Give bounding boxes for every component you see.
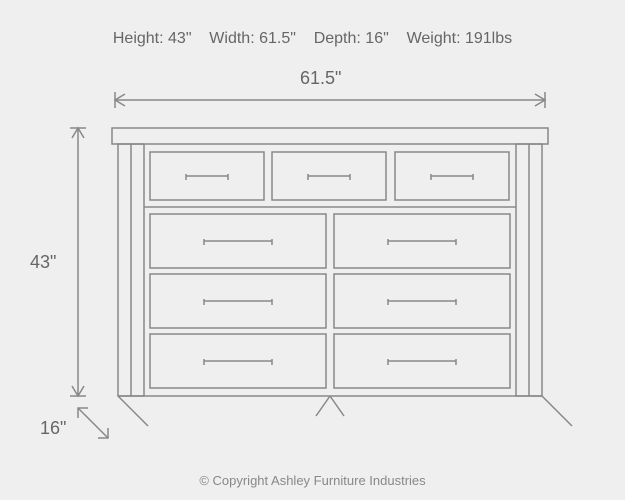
spec-line: Height: 43" Width: 61.5" Depth: 16" Weig… [0,30,625,48]
spec-width-label: Width: [209,30,254,47]
height-dimension-label: 43" [30,252,56,273]
spec-depth-label: Depth: [314,30,361,47]
spec-weight-label: Weight: [407,30,461,47]
spec-height-label: Height: [113,30,164,47]
spec-weight-value: 191lbs [465,30,512,47]
spec-width-value: 61.5" [259,30,296,47]
dimension-diagram: Height: 43" Width: 61.5" Depth: 16" Weig… [0,0,625,500]
spec-depth-value: 16" [365,30,388,47]
copyright-text: © Copyright Ashley Furniture Industries [0,473,625,488]
depth-dimension-label: 16" [40,418,66,439]
spec-height-value: 43" [168,30,191,47]
width-dimension-label: 61.5" [300,68,341,89]
